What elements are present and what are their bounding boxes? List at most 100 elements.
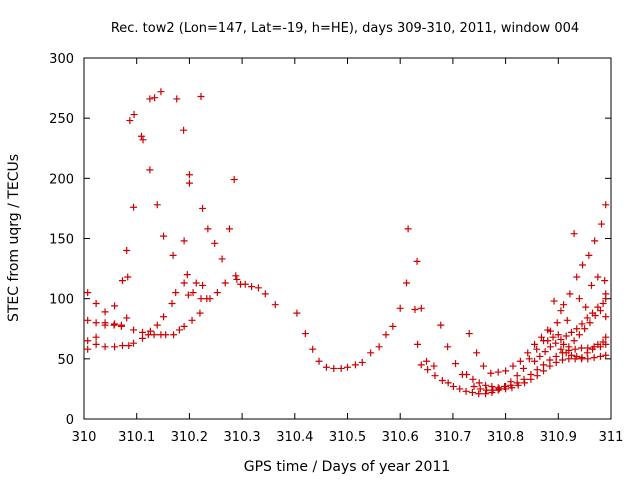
data-point bbox=[437, 321, 445, 329]
data-point bbox=[101, 308, 109, 316]
data-point bbox=[557, 336, 565, 344]
data-point bbox=[417, 361, 425, 369]
data-point bbox=[192, 279, 200, 287]
data-point bbox=[550, 297, 558, 305]
data-point bbox=[566, 290, 574, 298]
data-point bbox=[476, 385, 484, 393]
data-point bbox=[218, 255, 226, 263]
x-tick-label: 310.1 bbox=[118, 430, 155, 445]
data-point bbox=[560, 340, 568, 348]
data-point bbox=[375, 343, 383, 351]
data-point bbox=[533, 366, 541, 374]
data-point bbox=[494, 368, 502, 376]
data-point bbox=[111, 302, 119, 310]
data-point bbox=[544, 326, 552, 334]
data-point bbox=[241, 280, 249, 288]
data-point bbox=[588, 281, 596, 289]
data-point bbox=[358, 358, 366, 366]
data-point bbox=[344, 363, 351, 371]
data-point bbox=[531, 340, 539, 348]
data-point bbox=[575, 295, 583, 303]
data-point bbox=[315, 357, 323, 365]
data-point bbox=[577, 344, 585, 352]
data-point bbox=[601, 277, 609, 285]
y-tick-label: 50 bbox=[57, 353, 74, 368]
data-point bbox=[413, 257, 421, 265]
data-point bbox=[199, 281, 207, 289]
data-point bbox=[602, 351, 610, 359]
data-point bbox=[531, 357, 539, 365]
data-point bbox=[118, 277, 126, 285]
data-point bbox=[489, 386, 497, 394]
data-point bbox=[197, 93, 205, 101]
data-point bbox=[479, 362, 487, 370]
data-point bbox=[470, 383, 478, 391]
data-point bbox=[591, 237, 599, 245]
data-point bbox=[101, 343, 109, 351]
data-point bbox=[599, 299, 607, 307]
data-point bbox=[404, 225, 412, 233]
data-point bbox=[84, 345, 92, 353]
data-point bbox=[225, 225, 233, 233]
data-point bbox=[138, 334, 146, 342]
data-point bbox=[483, 386, 491, 394]
data-point bbox=[160, 313, 168, 321]
y-tick-label: 200 bbox=[49, 172, 74, 187]
data-point bbox=[560, 301, 568, 309]
data-point bbox=[139, 136, 147, 144]
data-point bbox=[162, 331, 170, 339]
data-point bbox=[553, 319, 561, 327]
data-point bbox=[520, 364, 528, 372]
data-point bbox=[582, 303, 590, 311]
data-point bbox=[570, 337, 578, 345]
data-point bbox=[487, 369, 495, 377]
data-point bbox=[573, 273, 581, 281]
data-point bbox=[589, 345, 597, 353]
data-point bbox=[456, 385, 464, 393]
data-point bbox=[452, 360, 460, 368]
data-point bbox=[583, 314, 591, 322]
y-tick-label: 0 bbox=[66, 413, 74, 428]
data-point bbox=[563, 316, 571, 324]
data-point bbox=[502, 385, 510, 393]
data-point bbox=[150, 331, 158, 339]
data-point bbox=[84, 289, 92, 297]
data-point bbox=[411, 305, 419, 313]
data-point bbox=[248, 283, 256, 291]
data-point bbox=[84, 316, 92, 324]
data-point bbox=[508, 384, 516, 392]
data-point bbox=[602, 333, 610, 341]
data-point bbox=[570, 230, 578, 238]
data-point bbox=[584, 355, 592, 363]
data-point bbox=[573, 325, 581, 333]
data-point bbox=[146, 95, 154, 103]
data-point bbox=[203, 295, 211, 303]
data-point bbox=[502, 367, 510, 375]
data-point bbox=[475, 390, 483, 398]
data-point bbox=[301, 330, 309, 338]
data-point bbox=[533, 372, 541, 380]
data-point bbox=[602, 201, 610, 209]
data-point bbox=[596, 307, 604, 315]
data-point bbox=[598, 220, 606, 228]
data-point bbox=[261, 290, 269, 298]
data-point bbox=[594, 340, 602, 348]
data-point bbox=[473, 349, 481, 357]
data-point bbox=[254, 284, 262, 292]
data-point bbox=[382, 331, 390, 339]
data-point bbox=[462, 387, 470, 395]
x-tick-label: 310.7 bbox=[434, 430, 471, 445]
data-point bbox=[444, 379, 452, 387]
x-tick-label: 310.4 bbox=[276, 430, 313, 445]
data-point bbox=[184, 291, 192, 299]
data-point bbox=[469, 375, 477, 383]
data-point bbox=[559, 356, 567, 364]
data-point bbox=[233, 275, 241, 283]
data-point bbox=[232, 272, 240, 280]
data-point bbox=[117, 322, 125, 330]
data-point bbox=[389, 322, 397, 330]
data-point bbox=[581, 325, 589, 333]
y-tick-label: 100 bbox=[49, 293, 74, 308]
data-point bbox=[414, 340, 422, 348]
data-point bbox=[175, 326, 183, 334]
